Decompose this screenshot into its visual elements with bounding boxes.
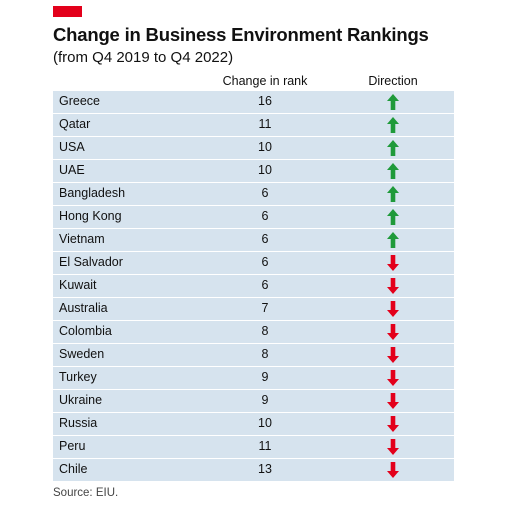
table-row: Russia 10 [53, 413, 454, 435]
table-row: Qatar 11 [53, 114, 454, 136]
table-row: Bangladesh 6 [53, 183, 454, 205]
table-row: Australia 7 [53, 298, 454, 320]
table-row: Colombia 8 [53, 321, 454, 343]
country-label: USA [59, 140, 85, 154]
country-label: Sweden [59, 347, 105, 361]
arrow-up-icon [387, 209, 399, 225]
country-label: Chile [59, 462, 88, 476]
arrow-down-icon [387, 393, 399, 409]
arrow-up-icon [387, 140, 399, 156]
chart-title: Change in Business Environment Rankings [53, 24, 429, 45]
country-label: Colombia [59, 324, 112, 338]
table-row: Greece 16 [53, 91, 454, 113]
arrow-down-icon [387, 255, 399, 271]
country-label: Australia [59, 301, 108, 315]
country-label: UAE [59, 163, 85, 177]
arrow-up-icon [387, 163, 399, 179]
country-label: Kuwait [59, 278, 97, 292]
country-label: Ukraine [59, 393, 103, 407]
arrow-down-icon [387, 462, 399, 478]
brand-bar [53, 6, 82, 17]
arrow-up-icon [387, 117, 399, 133]
table-row: El Salvador 6 [53, 252, 454, 274]
arrow-up-icon [387, 186, 399, 202]
table-row: Vietnam 6 [53, 229, 454, 251]
table-row: Chile 13 [53, 459, 454, 481]
country-label: Russia [59, 416, 98, 430]
arrow-down-icon [387, 439, 399, 455]
country-label: Vietnam [59, 232, 105, 246]
country-label: Bangladesh [59, 186, 126, 200]
table-row: Ukraine 9 [53, 390, 454, 412]
source-note: Source: EIU. [53, 487, 119, 499]
arrow-down-icon [387, 347, 399, 363]
column-header-direction: Direction [368, 74, 418, 88]
country-label: El Salvador [59, 255, 123, 269]
table-row: Turkey 9 [53, 367, 454, 389]
country-label: Greece [59, 94, 100, 108]
table-row: Peru 11 [53, 436, 454, 458]
chart-subtitle: (from Q4 2019 to Q4 2022) [53, 49, 234, 66]
country-label: Turkey [59, 370, 97, 384]
country-label: Peru [59, 439, 86, 453]
arrow-up-icon [387, 232, 399, 248]
arrow-down-icon [387, 278, 399, 294]
table-row: UAE 10 [53, 160, 454, 182]
arrow-down-icon [387, 370, 399, 386]
table-row: Sweden 8 [53, 344, 454, 366]
column-header-change: Change in rank [222, 74, 308, 88]
table-row: Kuwait 6 [53, 275, 454, 297]
arrow-up-icon [387, 94, 399, 110]
arrow-down-icon [387, 324, 399, 340]
country-label: Hong Kong [59, 209, 122, 223]
table-row: Hong Kong 6 [53, 206, 454, 228]
ranking-table: Greece 16 Qatar 11 USA 10 UAE 10 Bangladesh 6 Hong… [53, 91, 454, 481]
country-label: Qatar [59, 117, 91, 131]
table-row: USA 10 [53, 137, 454, 159]
arrow-down-icon [387, 416, 399, 432]
arrow-down-icon [387, 301, 399, 317]
